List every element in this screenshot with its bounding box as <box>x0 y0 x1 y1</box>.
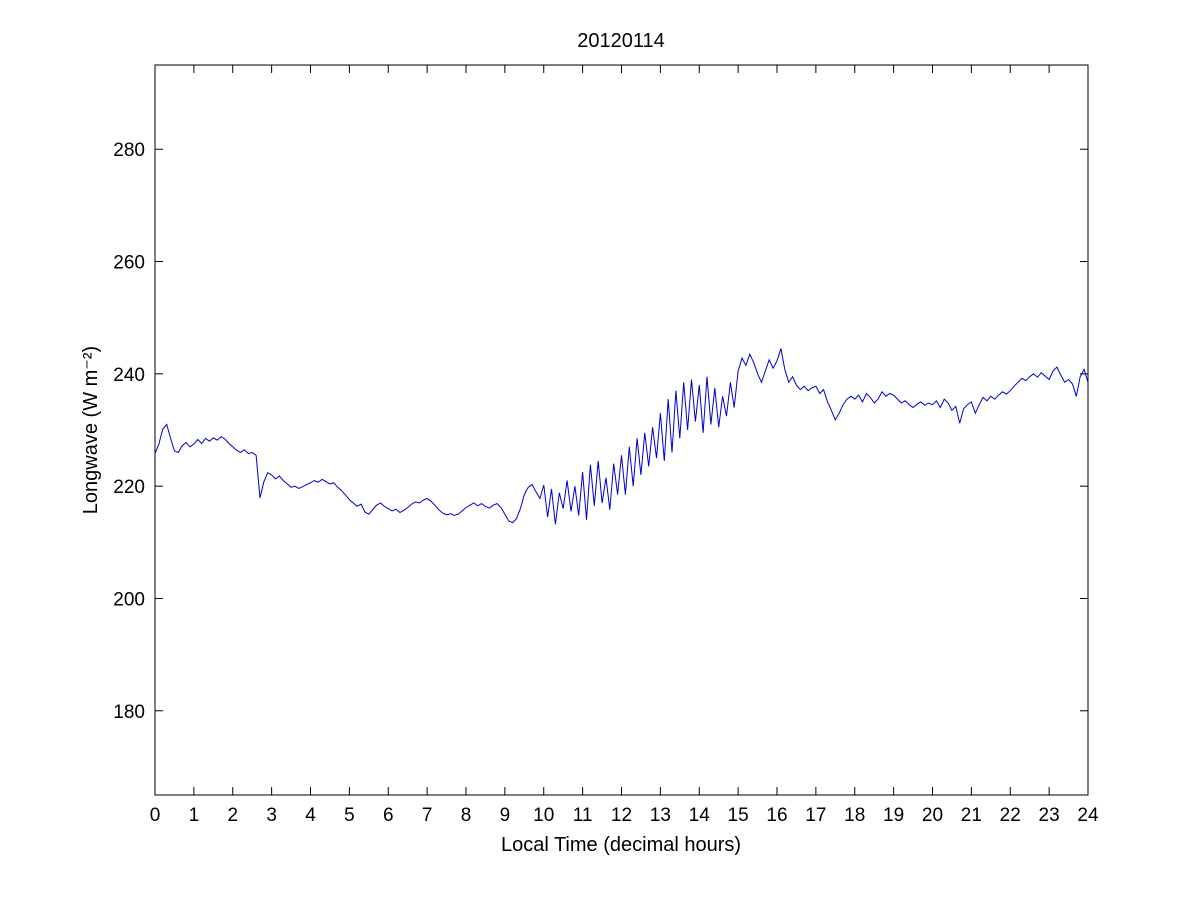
x-tick-label: 22 <box>1000 805 1021 826</box>
longwave-series <box>154 348 1089 525</box>
x-tick-labels: 0 1 2 3 4 5 6 7 8 9 10 11 12 13 14 15 16 17 18 19 20 21 22 23 24 <box>150 805 1099 826</box>
y-tick-label: 200 <box>113 589 145 610</box>
y-tick-label: 260 <box>113 253 145 274</box>
x-tick-label: 16 <box>766 805 787 826</box>
y-tick-label: 220 <box>113 477 145 498</box>
x-tick-label: 9 <box>500 805 511 826</box>
x-tick-label: 13 <box>650 805 671 826</box>
x-tick-label: 11 <box>573 805 593 826</box>
x-tick-label: 20 <box>922 805 943 826</box>
x-tick-label: 4 <box>305 805 316 826</box>
y-tick-label: 240 <box>113 365 145 386</box>
y-ticks <box>155 148 1088 712</box>
x-tick-label: 19 <box>883 805 904 826</box>
x-tick-label: 6 <box>383 805 394 826</box>
x-tick-label: 3 <box>266 805 277 826</box>
y-tick-label: 280 <box>113 140 145 161</box>
x-tick-label: 21 <box>961 805 982 826</box>
x-tick-label: 5 <box>344 805 355 826</box>
chart-title: 20120114 <box>577 30 665 52</box>
x-tick-label: 0 <box>150 805 161 826</box>
x-tick-label: 7 <box>422 805 433 826</box>
x-tick-label: 12 <box>611 805 632 826</box>
x-tick-label: 23 <box>1039 805 1060 826</box>
y-tick-labels: 180 200 220 240 260 280 <box>113 140 145 723</box>
x-tick-label: 15 <box>728 805 749 826</box>
x-tick-label: 14 <box>689 805 711 826</box>
x-tick-label: 18 <box>844 805 865 826</box>
x-tick-label: 10 <box>533 805 554 826</box>
x-tick-label: 24 <box>1077 805 1099 826</box>
x-tick-label: 2 <box>227 805 238 826</box>
x-tick-label: 17 <box>805 805 826 826</box>
y-axis-label: Longwave (W m⁻²) <box>80 346 102 514</box>
x-tick-label: 8 <box>461 805 472 826</box>
y-tick-label: 180 <box>113 702 145 723</box>
x-ticks <box>154 65 1089 795</box>
x-axis-label: Local Time (decimal hours) <box>501 834 741 856</box>
x-tick-label: 1 <box>189 805 200 826</box>
plot-area <box>154 64 1089 796</box>
